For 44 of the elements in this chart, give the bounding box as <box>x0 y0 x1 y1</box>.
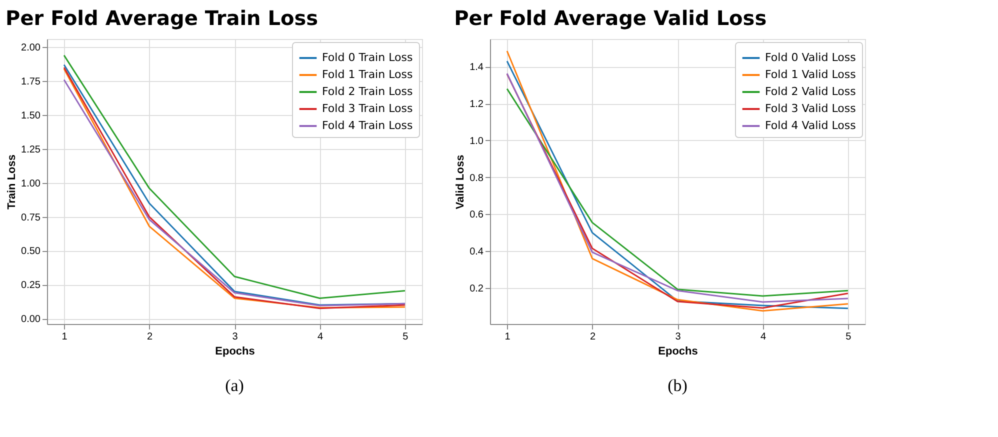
y-tick-label: 0.50 <box>21 246 41 258</box>
y-tick-label: 0.6 <box>470 210 484 221</box>
y-tick-label: 1.4 <box>470 62 484 74</box>
x-tick-label: 4 <box>760 332 766 342</box>
y-tick-label: 2.00 <box>21 42 41 54</box>
y-tick-label: 1.75 <box>21 76 41 88</box>
y-tick-label: 0.00 <box>21 314 41 326</box>
y-tick-label: 0.4 <box>470 246 484 258</box>
legend-label: Fold 1 Valid Loss <box>765 68 856 81</box>
y-tick-label: 0.8 <box>470 172 484 184</box>
legend-label: Fold 2 Train Loss <box>322 85 413 98</box>
x-tick-label: 3 <box>675 332 682 342</box>
legend-label: Fold 3 Valid Loss <box>765 102 856 115</box>
y-tick-label: 1.0 <box>470 136 484 147</box>
text: (b) <box>668 376 688 395</box>
y-tick-label: 0.25 <box>21 280 41 292</box>
legend-label: Fold 4 Train Loss <box>322 119 413 132</box>
x-tick-label: 3 <box>232 332 238 342</box>
x-tick-label: 4 <box>317 332 324 342</box>
y-tick-label: 0.2 <box>470 284 484 295</box>
legend-label: Fold 4 Valid Loss <box>765 119 856 132</box>
chart-title: Per Fold Average Valid Loss <box>454 6 767 30</box>
x-tick-label: 1 <box>504 332 511 342</box>
x-axis-title: Epochs <box>215 346 255 358</box>
y-axis-title: Valid Loss <box>454 154 467 210</box>
y-tick-label: 0.75 <box>21 212 41 224</box>
y-axis-title: Train Loss <box>6 154 18 210</box>
x-tick-label: 2 <box>590 332 596 342</box>
text: (a) <box>225 376 244 395</box>
legend-label: Fold 3 Train Loss <box>322 102 413 115</box>
x-tick-label: 5 <box>846 332 852 342</box>
x-tick-label: 2 <box>146 332 153 342</box>
chart-title: Per Fold Average Train Loss <box>6 6 318 30</box>
legend-label: Fold 0 Valid Loss <box>765 51 856 64</box>
y-tick-label: 1.50 <box>21 110 41 122</box>
x-tick-label: 1 <box>62 332 68 342</box>
legend-label: Fold 0 Train Loss <box>322 51 413 64</box>
legend-label: Fold 1 Train Loss <box>322 68 413 81</box>
y-tick-label: 1.00 <box>21 178 41 190</box>
x-axis-title: Epochs <box>658 346 698 358</box>
x-tick-label: 5 <box>402 332 409 342</box>
y-tick-label: 1.25 <box>21 144 41 156</box>
y-tick-label: 1.2 <box>470 99 484 110</box>
legend-label: Fold 2 Valid Loss <box>765 85 856 98</box>
